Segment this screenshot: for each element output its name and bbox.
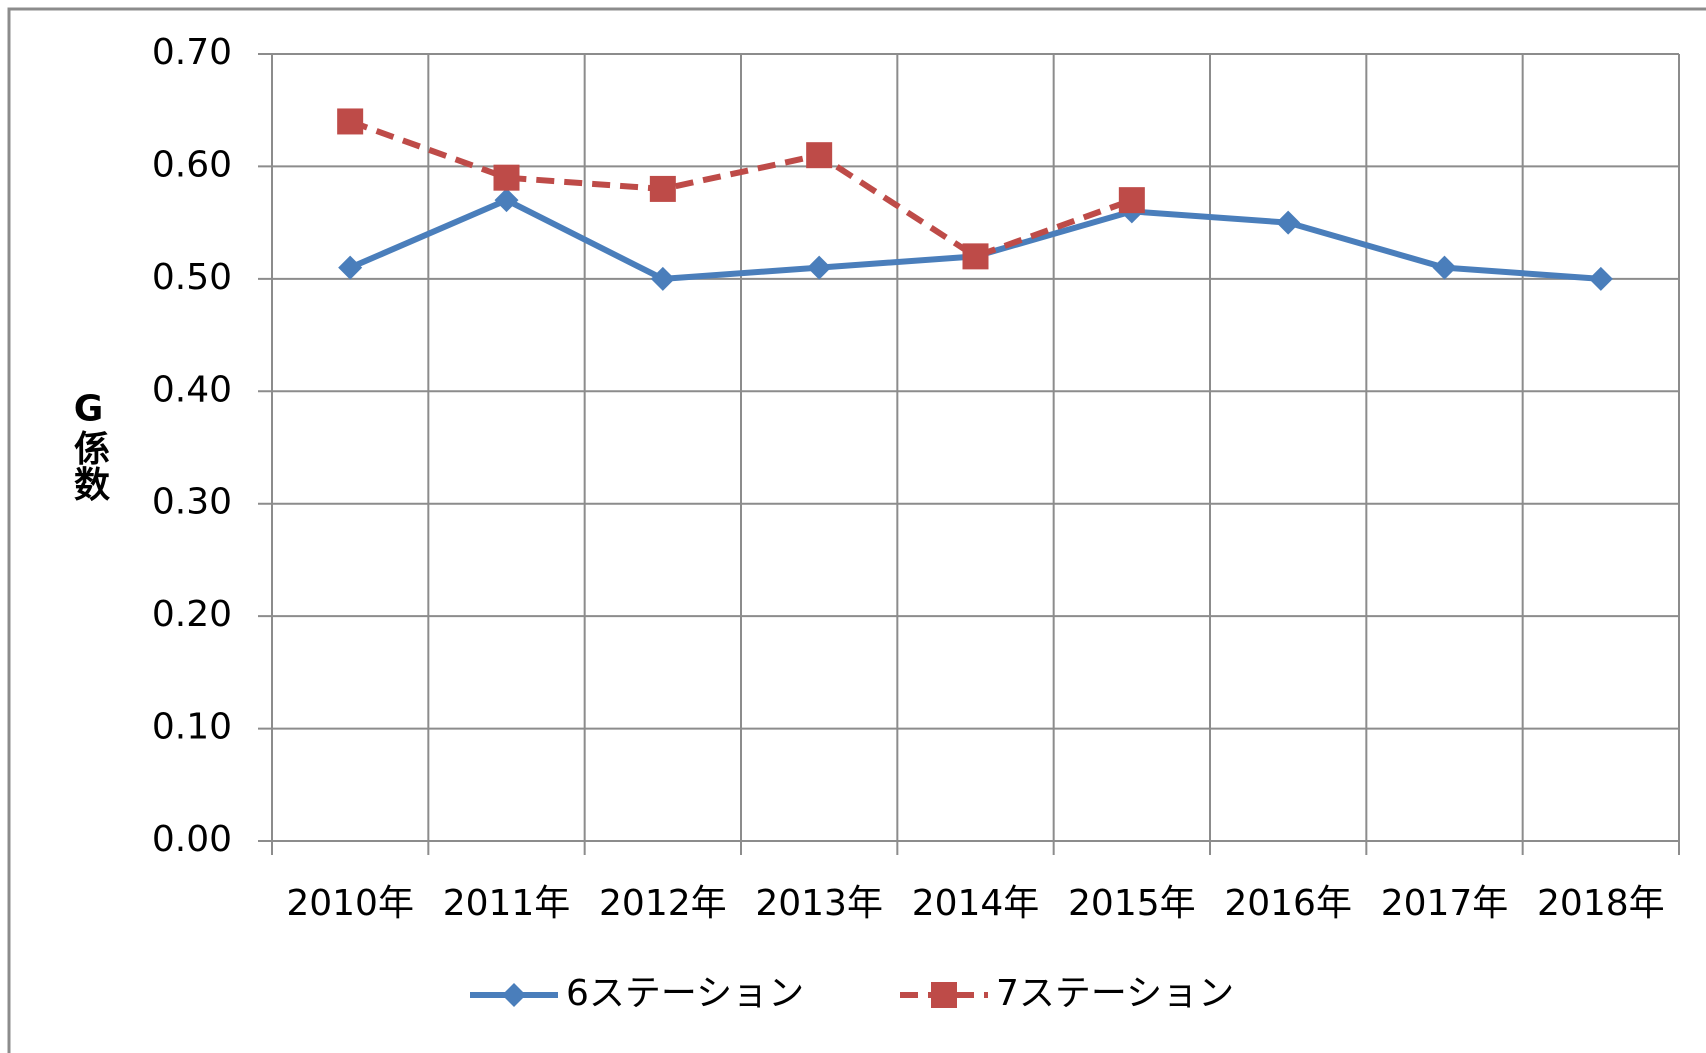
legend-label: 7ステーション bbox=[996, 973, 1234, 1014]
x-tick-label: 2011年 bbox=[443, 883, 571, 924]
x-tick-label: 2016年 bbox=[1224, 883, 1352, 924]
data-point bbox=[650, 266, 675, 291]
data-point bbox=[338, 255, 363, 280]
y-tick-label: 0.10 bbox=[152, 707, 232, 748]
legend-marker bbox=[931, 982, 957, 1008]
x-tick-label: 2013年 bbox=[755, 883, 883, 924]
y-tick-label: 0.40 bbox=[152, 369, 232, 410]
x-tick-label: 2015年 bbox=[1068, 883, 1196, 924]
y-tick-label: 0.20 bbox=[152, 594, 232, 635]
y-axis-title: G係数 bbox=[68, 389, 110, 502]
data-point bbox=[806, 142, 833, 169]
y-tick-label: 0.30 bbox=[152, 482, 232, 523]
data-point bbox=[1118, 187, 1145, 214]
x-tick-label: 2012年 bbox=[599, 883, 727, 924]
data-point bbox=[493, 164, 520, 191]
series-line bbox=[349, 118, 1133, 260]
x-tick-label: 2017年 bbox=[1381, 883, 1509, 924]
data-point bbox=[1276, 210, 1301, 235]
y-tick-label: 0.00 bbox=[152, 819, 232, 860]
data-point bbox=[494, 188, 519, 213]
data-point bbox=[962, 243, 989, 270]
data-point bbox=[807, 255, 832, 280]
data-point bbox=[337, 108, 364, 135]
y-tick-label: 0.60 bbox=[152, 144, 232, 185]
data-point bbox=[1588, 266, 1613, 291]
y-tick-label: 0.50 bbox=[152, 257, 232, 298]
y-tick-label: 0.70 bbox=[152, 32, 232, 73]
legend-marker bbox=[502, 983, 526, 1007]
x-tick-label: 2010年 bbox=[286, 883, 414, 924]
x-tick-label: 2014年 bbox=[912, 883, 1040, 924]
x-tick-label: 2018年 bbox=[1537, 883, 1665, 924]
legend-label: 6ステーション bbox=[566, 973, 804, 1014]
chart-frame bbox=[7, 7, 1706, 1053]
data-point bbox=[649, 175, 676, 202]
data-point bbox=[1432, 255, 1457, 280]
